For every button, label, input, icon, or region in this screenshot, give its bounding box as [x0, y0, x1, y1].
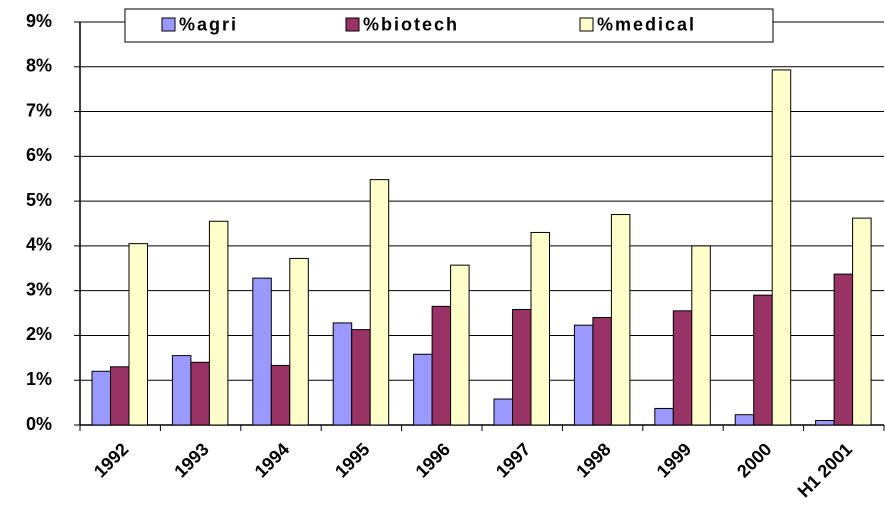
x-tick-label: 1998 — [572, 439, 614, 481]
bar — [493, 398, 513, 426]
bar — [512, 308, 532, 426]
bar — [592, 317, 612, 426]
legend-swatch — [579, 17, 594, 32]
bar — [91, 370, 111, 426]
bar — [270, 364, 291, 426]
x-tick-label: 1995 — [331, 439, 373, 481]
bar — [573, 324, 594, 426]
bar — [530, 231, 550, 426]
bar — [208, 220, 229, 426]
y-tick-label: 0% — [26, 414, 52, 434]
bar — [431, 305, 452, 426]
bar — [171, 355, 192, 426]
x-tick-label: 1997 — [492, 439, 534, 481]
bar — [610, 214, 631, 426]
bar — [110, 366, 130, 426]
bar — [351, 329, 371, 426]
y-tick-label: 9% — [26, 11, 52, 31]
y-tick-label: 4% — [26, 235, 52, 255]
legend-box — [124, 8, 774, 43]
x-tick-label: 1994 — [251, 439, 293, 481]
legend-label: %agri — [179, 14, 238, 34]
y-tick-label: 2% — [26, 324, 52, 344]
bar — [771, 69, 792, 426]
bar — [815, 420, 835, 426]
bar — [413, 353, 433, 426]
x-tick-label: 1993 — [170, 439, 212, 481]
bar — [369, 179, 390, 426]
y-tick-label: 1% — [26, 369, 52, 389]
x-tick-label: H1 2001 — [794, 439, 856, 501]
y-tick-label: 6% — [26, 145, 52, 165]
bar — [190, 361, 210, 426]
x-tick-label: 2000 — [733, 439, 775, 481]
bar — [252, 277, 272, 426]
y-tick-label: 8% — [26, 56, 52, 76]
bar — [852, 217, 872, 426]
bar — [691, 245, 711, 426]
x-tick-label: 1992 — [90, 439, 132, 481]
bar — [753, 294, 773, 426]
bar — [833, 273, 854, 426]
bar — [654, 407, 674, 426]
legend-swatch — [161, 17, 176, 32]
legend-label: %biotech — [363, 14, 459, 34]
bar — [332, 322, 353, 426]
bar — [734, 414, 755, 426]
bar — [450, 264, 470, 426]
y-tick-label: 7% — [26, 100, 52, 120]
legend-label: %medical — [597, 14, 696, 34]
legend-swatch — [345, 17, 360, 32]
x-tick-label: 1999 — [653, 439, 695, 481]
y-tick-label: 5% — [26, 190, 52, 210]
x-tick-label: 1996 — [412, 439, 454, 481]
bar — [289, 257, 309, 426]
bar — [672, 310, 693, 426]
y-tick-label: 3% — [26, 279, 52, 299]
bar — [128, 243, 148, 426]
